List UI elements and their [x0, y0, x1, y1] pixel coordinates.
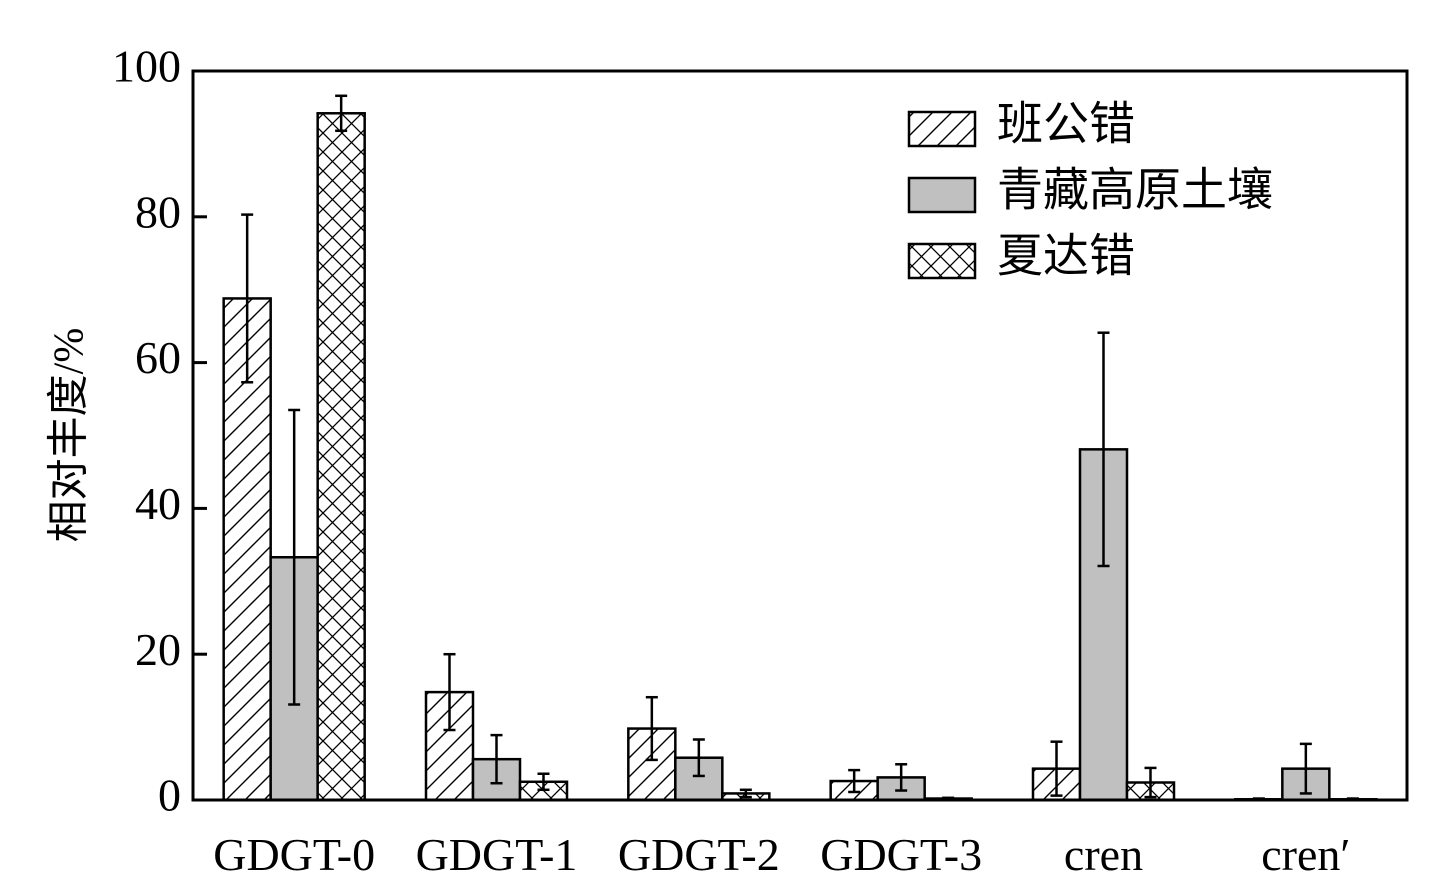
legend-label: 夏达错 [997, 231, 1135, 282]
plot-frame [191, 69, 1409, 802]
x-tick-label: cren [1064, 829, 1143, 880]
y-tick-label: 60 [135, 332, 181, 383]
y-axis-label: 相对丰度/% [47, 328, 93, 543]
error-bars-layer [241, 94, 1359, 802]
x-tick-label: GDGT-0 [213, 829, 375, 880]
legend-swatch-夏达错 [907, 242, 977, 280]
bar-GDGT-0-夏达错 [316, 112, 366, 802]
legend-label: 班公错 [997, 99, 1135, 150]
y-tick-label: 100 [112, 41, 181, 92]
y-tick-label: 40 [135, 478, 181, 529]
y-tick-label: 80 [135, 186, 181, 237]
bars-layer [222, 112, 1378, 802]
x-tick-label: cren′ [1261, 829, 1350, 880]
y-tick-label: 0 [158, 770, 181, 821]
axes-layer: GDGT-0 GDGT-1 GDGT-2 GDGT-3 cren cren′ 0 20 40 60… [112, 41, 1409, 880]
x-tick-label: GDGT-3 [820, 829, 982, 880]
legend-swatch-班公错 [907, 110, 977, 148]
x-tick-label: GDGT-1 [416, 829, 578, 880]
x-tick-label: GDGT-2 [618, 829, 780, 880]
y-tick-label: 20 [135, 624, 181, 675]
legend-swatch-青藏高原土壤 [907, 176, 977, 214]
legend-label: 青藏高原土壤 [997, 165, 1273, 216]
